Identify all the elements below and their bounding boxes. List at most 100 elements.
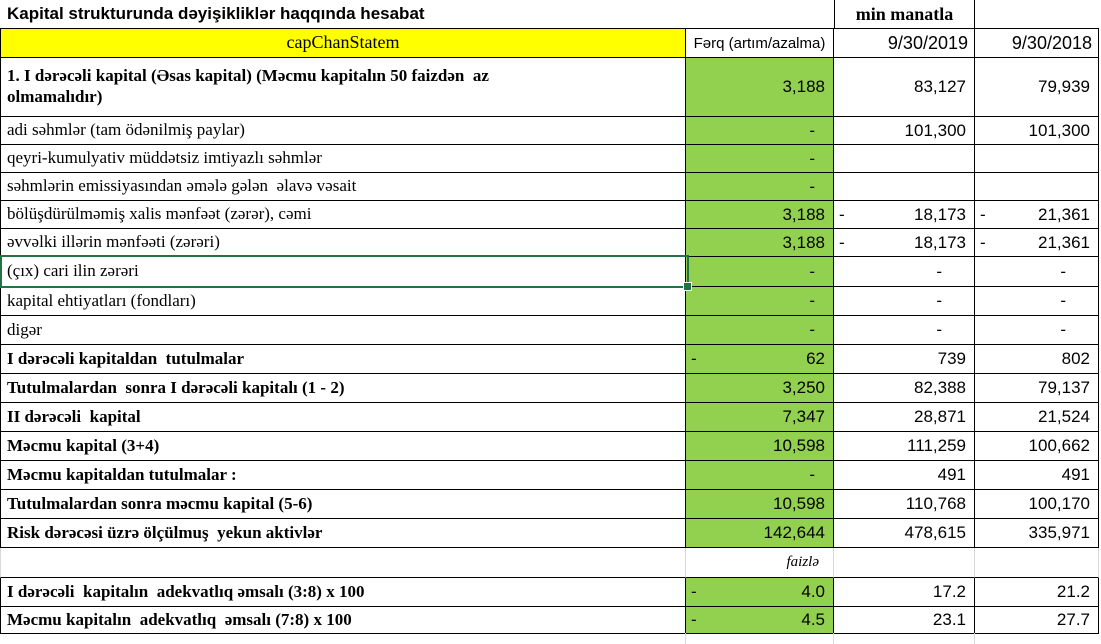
value-2018-cell[interactable]: 335,971: [975, 519, 1099, 548]
value-2019-cell[interactable]: 17.2: [834, 578, 975, 607]
value-2019-cell[interactable]: -: [834, 316, 975, 345]
value-2019-cell[interactable]: [834, 145, 975, 173]
value-2019-cell[interactable]: - 18,173: [834, 229, 975, 257]
value-2019-cell[interactable]: [834, 173, 975, 201]
fill-handle[interactable]: [683, 282, 692, 291]
value-2019-cell[interactable]: 83,127: [834, 58, 975, 117]
diff-value-cell[interactable]: 7,347: [686, 403, 834, 432]
diff-value-cell[interactable]: faizlə: [686, 548, 834, 578]
value-2018-cell[interactable]: 27.7: [975, 607, 1099, 634]
row-label-cell[interactable]: Məcmu kapitaldan tutulmalar :: [0, 461, 686, 490]
value-2019-cell[interactable]: 101,300: [834, 117, 975, 145]
row-label-cell[interactable]: Məcmu kapital (3+4): [0, 432, 686, 461]
value-2019-cell[interactable]: 111,259: [834, 432, 975, 461]
diff-value: 4.5: [801, 610, 825, 629]
value-2019-cell[interactable]: 28,871: [834, 403, 975, 432]
row-label-cell[interactable]: (çıx) cari ilin zərəri: [0, 257, 686, 287]
table-row: I dərəcəli kapitalın adekvatlıq əmsalı (…: [0, 578, 1099, 607]
value-2019-cell[interactable]: 491: [834, 461, 975, 490]
value-2018-cell[interactable]: 21.2: [975, 578, 1099, 607]
value-2019-cell[interactable]: 478,615: [834, 519, 975, 548]
value-2018-cell[interactable]: -: [975, 316, 1099, 345]
header-diff-cell[interactable]: Fərq (artım/azalma): [686, 29, 834, 58]
value-2019-cell[interactable]: - 18,173: [834, 201, 975, 229]
diff-value-cell[interactable]: 3,188: [686, 229, 834, 257]
diff-value-cell[interactable]: 3,250: [686, 374, 834, 403]
value-2018-cell[interactable]: 100,662: [975, 432, 1099, 461]
value-2018: -: [1060, 320, 1066, 339]
diff-value-cell[interactable]: - 4.5: [686, 607, 834, 634]
value-2018-cell[interactable]: [975, 173, 1099, 201]
header-2018-cell[interactable]: 9/30/2018: [975, 29, 1099, 58]
header-name-cell[interactable]: capChanStatem: [0, 29, 686, 58]
row-label-cell[interactable]: əvvəlki illərin mənfəəti (zərəri): [0, 229, 686, 257]
row-label-cell[interactable]: Risk dərəcəsi üzrə ölçülmuş yekun aktivl…: [0, 519, 686, 548]
value-2019-cell[interactable]: -: [834, 287, 975, 316]
value-2019: 739: [937, 349, 966, 368]
diff-value-cell[interactable]: -: [686, 461, 834, 490]
value-2018-cell[interactable]: 491: [975, 461, 1099, 490]
value-2019: 110,768: [905, 494, 966, 513]
diff-value-cell[interactable]: -: [686, 316, 834, 345]
row-label-cell[interactable]: 1. I dərəcəli kapital (Əsas kapital) (Mə…: [0, 58, 686, 117]
diff-value-cell[interactable]: 3,188: [686, 58, 834, 117]
value-2019-cell[interactable]: 23.1: [834, 607, 975, 634]
row-label: qeyri-kumulyativ müddətsiz imtiyazlı səh…: [7, 148, 322, 168]
row-label-cell[interactable]: II dərəcəli kapital: [0, 403, 686, 432]
table-row: səhmlərin emissiyasından əmələ gələn əla…: [0, 173, 1099, 201]
value-2018: 21,524: [1038, 407, 1090, 426]
row-label-cell[interactable]: bölüşdürülməmiş xalis mənfəət (zərər), c…: [0, 201, 686, 229]
diff-value: 7,347: [782, 407, 825, 426]
diff-value-cell[interactable]: -: [686, 145, 834, 173]
value-2019-cell[interactable]: 739: [834, 345, 975, 374]
value-2019-cell[interactable]: [834, 548, 975, 578]
value-2018-cell[interactable]: - 21,361: [975, 229, 1099, 257]
row-label-cell[interactable]: I dərəcəli kapitaldan tutulmalar: [0, 345, 686, 374]
header-2019-cell[interactable]: 9/30/2019: [834, 29, 975, 58]
value-2018-cell[interactable]: - 21,361: [975, 201, 1099, 229]
diff-value-cell[interactable]: 10,598: [686, 490, 834, 519]
row-label-cell[interactable]: qeyri-kumulyativ müddətsiz imtiyazlı səh…: [0, 145, 686, 173]
table-row: faizlə: [0, 548, 1099, 578]
diff-value: 4.0: [801, 582, 825, 601]
diff-value-cell[interactable]: 3,188: [686, 201, 834, 229]
value-2018-cell[interactable]: 21,524: [975, 403, 1099, 432]
header-2018-label: 9/30/2018: [1011, 32, 1092, 53]
row-label-cell[interactable]: səhmlərin emissiyasından əmələ gələn əla…: [0, 173, 686, 201]
diff-value-cell[interactable]: -: [686, 117, 834, 145]
value-2018-cell[interactable]: 79,137: [975, 374, 1099, 403]
diff-value-cell[interactable]: 10,598: [686, 432, 834, 461]
row-label: Risk dərəcəsi üzrə ölçülmuş yekun aktivl…: [7, 522, 323, 542]
value-2019-cell[interactable]: -: [834, 257, 975, 287]
row-label-cell[interactable]: kapital ehtiyatları (fondları): [0, 287, 686, 316]
row-label-cell[interactable]: Tutulmalardan sonra məcmu kapital (5-6): [0, 490, 686, 519]
row-label-cell[interactable]: I dərəcəli kapitalın adekvatlıq əmsalı (…: [0, 578, 686, 607]
diff-value-cell[interactable]: -: [686, 173, 834, 201]
row-label-cell[interactable]: [0, 548, 686, 578]
unit-label-cell[interactable]: min manatla: [834, 0, 975, 28]
diff-value-cell[interactable]: -: [686, 257, 834, 287]
diff-value: 10,598: [773, 494, 825, 513]
value-2019: 18,173: [914, 232, 966, 252]
value-2018-cell[interactable]: 101,300: [975, 117, 1099, 145]
value-2018-cell[interactable]: -: [975, 257, 1099, 287]
diff-value-cell[interactable]: - 62: [686, 345, 834, 374]
value-2019-cell[interactable]: 82,388: [834, 374, 975, 403]
value-2018-cell[interactable]: -: [975, 287, 1099, 316]
gridline-stub: [685, 633, 686, 644]
diff-value-cell[interactable]: -: [686, 287, 834, 316]
value-2018-cell[interactable]: 79,939: [975, 58, 1099, 117]
row-label-cell[interactable]: adi səhmlər (tam ödənilmiş paylar): [0, 117, 686, 145]
row-label-cell[interactable]: Tutulmalardan sonra I dərəcəli kapitalı …: [0, 374, 686, 403]
table-row: əvvəlki illərin mənfəəti (zərəri) 3,188 …: [0, 229, 1099, 257]
row-label-cell[interactable]: digər: [0, 316, 686, 345]
value-2019-cell[interactable]: 110,768: [834, 490, 975, 519]
value-2018-cell[interactable]: 100,170: [975, 490, 1099, 519]
row-label: adi səhmlər (tam ödənilmiş paylar): [7, 120, 245, 140]
diff-value-cell[interactable]: - 4.0: [686, 578, 834, 607]
value-2018-cell[interactable]: [975, 548, 1099, 578]
diff-value-cell[interactable]: 142,644: [686, 519, 834, 548]
row-label-cell[interactable]: Məcmu kapitalın adekvatlıq əmsalı (7:8) …: [0, 607, 686, 634]
value-2018-cell[interactable]: [975, 145, 1099, 173]
value-2018-cell[interactable]: 802: [975, 345, 1099, 374]
